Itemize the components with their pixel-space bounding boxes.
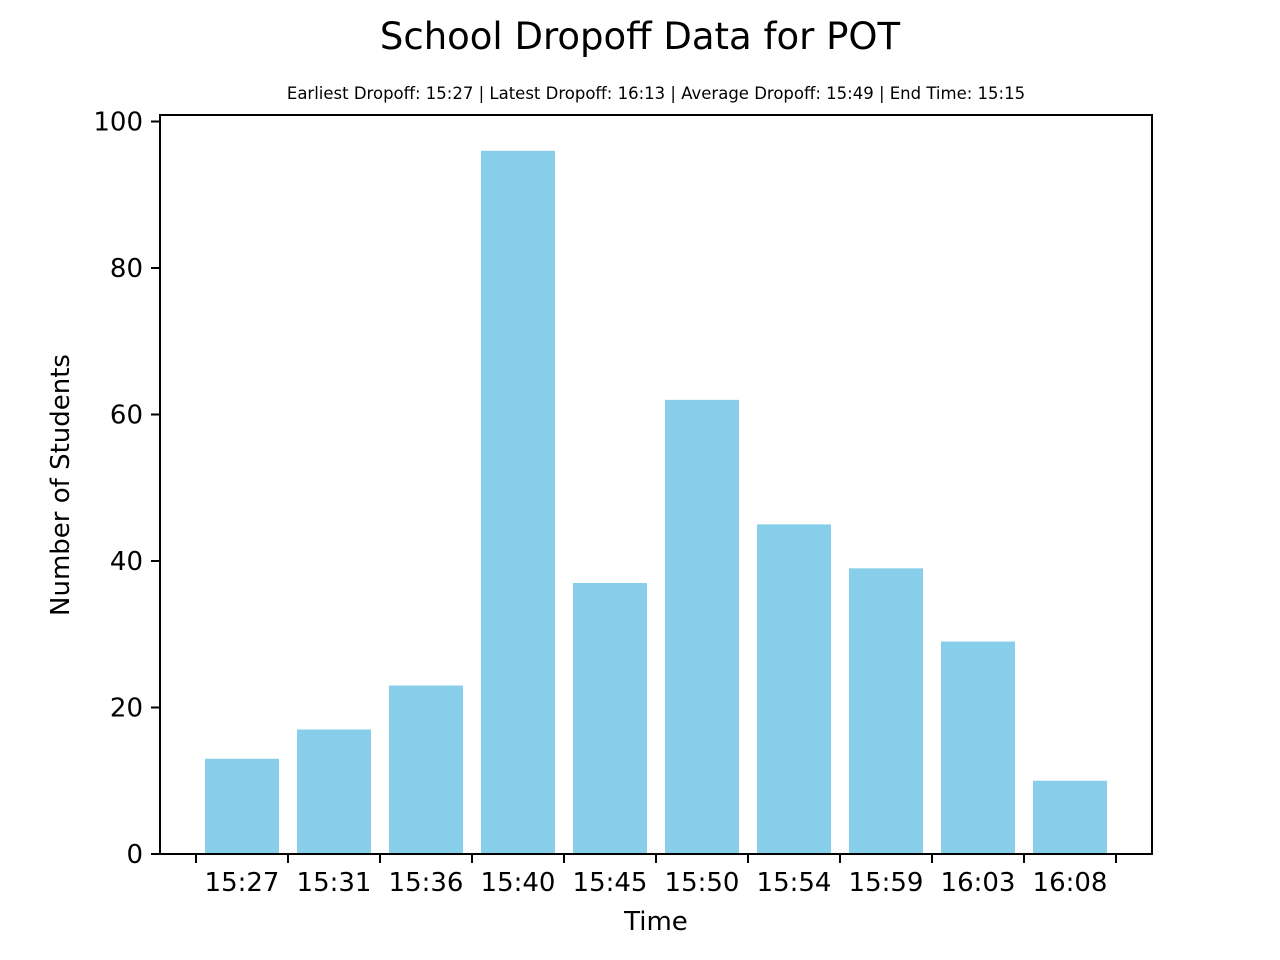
bar-16-03 bbox=[941, 641, 1015, 854]
x-tick-label: 15:40 bbox=[481, 868, 556, 898]
bar-15-40 bbox=[481, 150, 555, 855]
bars-layer bbox=[205, 150, 1107, 855]
y-axis-label: Number of Students bbox=[46, 354, 76, 616]
x-tick-label: 15:59 bbox=[849, 868, 924, 898]
y-tick-label: 0 bbox=[126, 840, 143, 870]
bar-15-54 bbox=[757, 524, 831, 854]
x-tick-label: 15:50 bbox=[665, 868, 740, 898]
x-tick-label: 15:27 bbox=[205, 868, 280, 898]
x-axis-label: Time bbox=[623, 907, 688, 937]
plot-frame bbox=[159, 114, 1153, 855]
x-axis: 15:27 15:31 15:36 15:40 15:45 15:50 15:54 15:59… bbox=[195, 854, 1117, 898]
bar-15-45 bbox=[573, 582, 647, 854]
y-tick-label: 40 bbox=[110, 547, 143, 577]
bar-15-27 bbox=[205, 758, 279, 854]
y-tick-label: 80 bbox=[110, 254, 143, 284]
x-tick-label: 15:54 bbox=[757, 868, 832, 898]
y-axis: 0 20 40 60 80 100 bbox=[93, 108, 160, 870]
bar-16-08 bbox=[1033, 780, 1107, 854]
bar-15-59 bbox=[849, 568, 923, 854]
bar-15-50 bbox=[665, 399, 739, 854]
chart-subtitle: Earliest Dropoff: 15:27 | Latest Dropoff… bbox=[287, 84, 1025, 103]
y-tick-label: 20 bbox=[110, 694, 143, 724]
x-tick-label: 16:03 bbox=[941, 868, 1016, 898]
x-tick-label: 15:31 bbox=[297, 868, 372, 898]
chart-title: School Dropoff Data for POT bbox=[380, 15, 901, 58]
x-tick-label: 15:45 bbox=[573, 868, 648, 898]
bar-15-31 bbox=[297, 729, 371, 854]
x-tick-label: 16:08 bbox=[1033, 868, 1108, 898]
y-tick-label: 60 bbox=[110, 401, 143, 431]
bar-15-36 bbox=[389, 685, 463, 854]
y-tick-label: 100 bbox=[93, 108, 143, 138]
x-tick-label: 15:36 bbox=[389, 868, 464, 898]
